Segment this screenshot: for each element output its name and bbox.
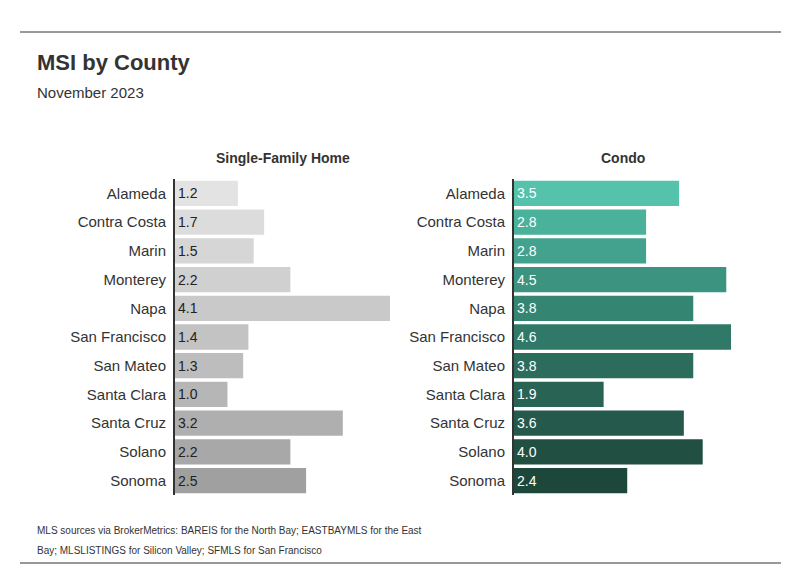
svg-text:San Francisco: San Francisco	[409, 328, 505, 345]
svg-text:MLS sources via BrokerMetrics:: MLS sources via BrokerMetrics: BAREIS fo…	[37, 525, 422, 536]
svg-text:2.2: 2.2	[178, 272, 198, 288]
svg-text:Santa Cruz: Santa Cruz	[430, 414, 505, 431]
svg-text:Santa Clara: Santa Clara	[426, 386, 506, 403]
svg-text:Marin: Marin	[128, 242, 166, 259]
svg-text:Alameda: Alameda	[107, 185, 167, 202]
svg-text:San Mateo: San Mateo	[432, 357, 505, 374]
svg-text:3.6: 3.6	[517, 415, 537, 431]
svg-text:Solano: Solano	[119, 443, 166, 460]
svg-text:3.5: 3.5	[517, 185, 537, 201]
svg-text:4.0: 4.0	[517, 444, 537, 460]
svg-text:Sonoma: Sonoma	[110, 472, 167, 489]
svg-text:Alameda: Alameda	[446, 185, 506, 202]
svg-text:3.2: 3.2	[178, 415, 198, 431]
svg-text:Monterey: Monterey	[442, 271, 505, 288]
svg-text:Napa: Napa	[130, 300, 167, 317]
svg-text:Sonoma: Sonoma	[449, 472, 506, 489]
svg-text:2.2: 2.2	[178, 444, 198, 460]
svg-text:Contra Costa: Contra Costa	[78, 213, 167, 230]
svg-text:San Francisco: San Francisco	[70, 328, 166, 345]
svg-text:Marin: Marin	[467, 242, 505, 259]
svg-text:4.1: 4.1	[178, 300, 198, 316]
svg-text:2.5: 2.5	[178, 473, 198, 489]
svg-text:2.4: 2.4	[517, 473, 537, 489]
svg-text:Solano: Solano	[458, 443, 505, 460]
svg-text:Napa: Napa	[469, 300, 506, 317]
svg-text:3.8: 3.8	[517, 358, 537, 374]
svg-text:Single-Family Home: Single-Family Home	[216, 150, 350, 166]
svg-text:Contra Costa: Contra Costa	[417, 213, 506, 230]
svg-text:MSI by County: MSI by County	[37, 50, 191, 75]
svg-text:4.5: 4.5	[517, 272, 537, 288]
svg-text:2.8: 2.8	[517, 243, 537, 259]
svg-text:1.5: 1.5	[178, 243, 198, 259]
svg-text:1.2: 1.2	[178, 185, 198, 201]
svg-text:1.3: 1.3	[178, 358, 198, 374]
svg-text:San Mateo: San Mateo	[93, 357, 166, 374]
svg-text:1.9: 1.9	[517, 386, 537, 402]
svg-text:1.0: 1.0	[178, 386, 198, 402]
svg-text:3.8: 3.8	[517, 300, 537, 316]
svg-text:Santa Cruz: Santa Cruz	[91, 414, 166, 431]
svg-text:Monterey: Monterey	[103, 271, 166, 288]
svg-text:4.6: 4.6	[517, 329, 537, 345]
svg-text:Santa Clara: Santa Clara	[87, 386, 167, 403]
svg-text:Bay; MLSLISTINGS for Silicon V: Bay; MLSLISTINGS for Silicon Valley; SFM…	[37, 545, 322, 556]
svg-text:1.4: 1.4	[178, 329, 198, 345]
svg-text:Condo: Condo	[601, 150, 645, 166]
svg-text:1.7: 1.7	[178, 214, 198, 230]
svg-text:2.8: 2.8	[517, 214, 537, 230]
svg-text:November 2023: November 2023	[37, 84, 144, 101]
